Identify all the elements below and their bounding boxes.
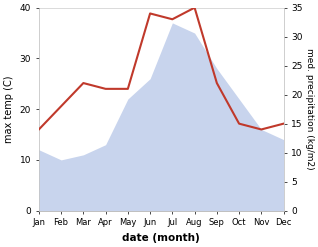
Y-axis label: med. precipitation (kg/m2): med. precipitation (kg/m2): [305, 48, 314, 170]
X-axis label: date (month): date (month): [122, 233, 200, 243]
Y-axis label: max temp (C): max temp (C): [4, 75, 14, 143]
